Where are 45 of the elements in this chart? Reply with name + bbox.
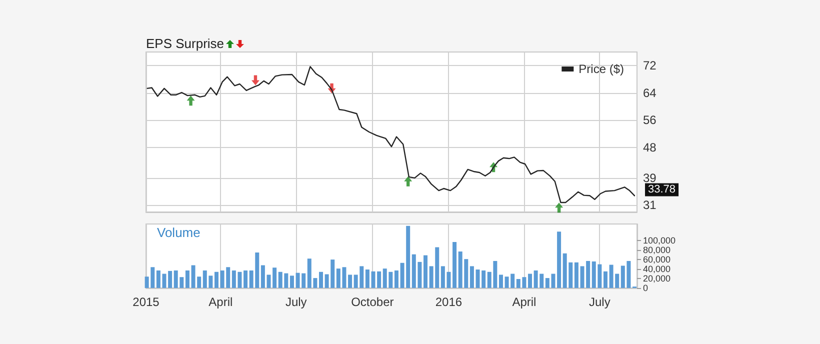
x-tick-label: 2016 [435, 295, 462, 309]
annotation: 33.78 [648, 184, 676, 196]
x-tick-label: 2015 [132, 295, 160, 309]
bar [244, 270, 248, 288]
point [555, 202, 564, 213]
bar [603, 271, 608, 288]
y-tick-label: 72 [643, 58, 657, 73]
y-tick-label: 39 [643, 170, 657, 185]
bar [214, 272, 218, 288]
y-axis-title: Volume [157, 225, 200, 240]
bar [470, 266, 474, 288]
bar [394, 270, 398, 288]
legend-label: Price ($) [578, 62, 624, 76]
bar [168, 270, 172, 288]
x-tick-label: July [589, 295, 610, 309]
bar [498, 274, 503, 288]
point [186, 96, 195, 106]
y-tick-label: 80,000 [643, 245, 671, 256]
y-tick-label: 64 [643, 86, 657, 100]
y-tick-label: 0 [643, 283, 648, 293]
x-tick-label: April [512, 295, 536, 309]
chart-title: EPS Surprise [146, 36, 224, 51]
bar [365, 270, 370, 288]
point [404, 176, 412, 186]
y-tick-label: 31 [643, 198, 657, 212]
y-tick-label: 60,000 [643, 254, 671, 265]
bar [348, 274, 352, 288]
y-tick-label: 20,000 [643, 274, 671, 284]
bar [528, 274, 532, 288]
bar [452, 242, 457, 288]
y-tick-label: 48 [643, 140, 657, 154]
bar [260, 265, 265, 288]
bar [319, 272, 323, 288]
y-tick-label: 100,000 [643, 236, 676, 246]
bar [557, 232, 562, 288]
bar [424, 255, 428, 288]
point [251, 75, 260, 86]
bar [290, 276, 294, 288]
x-tick-label: October [351, 295, 394, 309]
bar [574, 262, 578, 288]
x-tick-label: April [208, 295, 233, 309]
x-tick-label: July [285, 295, 307, 309]
y-tick-label: 40,000 [643, 264, 671, 274]
y-tick-label: 56 [643, 113, 657, 128]
bar [185, 270, 190, 288]
